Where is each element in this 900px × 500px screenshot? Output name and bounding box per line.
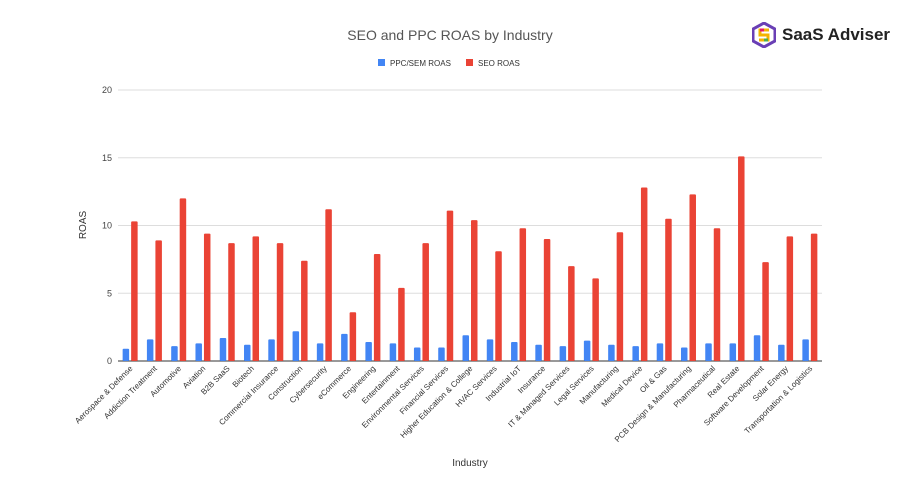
- bar-seo: [689, 194, 696, 361]
- bar-ppc: [753, 335, 761, 361]
- bar-ppc: [244, 344, 251, 361]
- bar-seo: [398, 287, 405, 361]
- bar-seo: [131, 221, 138, 361]
- y-tick-label: 10: [102, 221, 112, 231]
- bar-seo: [665, 218, 672, 361]
- logo-text: SaaS Adviser: [782, 25, 891, 44]
- bar-seo: [713, 228, 721, 361]
- bar-ppc: [316, 343, 324, 361]
- bar-ppc: [389, 343, 397, 361]
- bar-ppc: [219, 337, 227, 361]
- y-tick-label: 5: [107, 288, 112, 298]
- bar-seo: [543, 239, 551, 361]
- bar-seo: [203, 233, 211, 361]
- bar-ppc: [292, 331, 300, 361]
- bar-ppc: [608, 344, 615, 361]
- y-tick-label: 20: [102, 85, 112, 95]
- bar-seo: [373, 253, 381, 361]
- bar-ppc: [778, 344, 785, 361]
- bar-ppc: [438, 347, 445, 361]
- bar-seo: [592, 278, 599, 361]
- bar-seo: [228, 243, 235, 361]
- bar-ppc: [632, 346, 639, 361]
- bar-ppc: [122, 348, 130, 361]
- bar-ppc: [195, 343, 202, 361]
- bar-ppc: [802, 339, 809, 361]
- legend-label: SEO ROAS: [478, 59, 520, 68]
- bar-seo: [301, 260, 308, 361]
- bar-seo: [616, 232, 624, 361]
- bar-seo: [422, 243, 429, 361]
- bar-seo: [786, 236, 794, 361]
- y-tick-label: 0: [107, 356, 112, 366]
- bar-seo: [155, 240, 162, 361]
- bar-ppc: [559, 346, 567, 361]
- bar-ppc: [680, 347, 688, 361]
- bar-ppc: [341, 333, 348, 361]
- bar-seo: [471, 220, 478, 361]
- legend-label: PPC/SEM ROAS: [390, 59, 451, 68]
- bar-seo: [568, 266, 575, 361]
- bar-seo: [810, 233, 818, 361]
- logo-hexagon-icon: [752, 22, 776, 48]
- bar-seo: [762, 262, 769, 361]
- bar-ppc: [535, 344, 542, 361]
- bar-seo: [738, 156, 745, 361]
- y-axis-label: ROAS: [78, 211, 89, 240]
- bar-seo: [519, 228, 527, 361]
- bar-ppc: [413, 347, 421, 361]
- bar-ppc: [511, 342, 518, 361]
- y-tick-label: 15: [102, 153, 112, 163]
- bar-seo: [276, 243, 284, 361]
- bar-seo: [252, 236, 260, 361]
- bar-seo: [640, 187, 648, 361]
- legend-swatch: [378, 59, 385, 66]
- bar-ppc: [365, 342, 372, 361]
- bar-seo: [446, 210, 454, 361]
- legend: PPC/SEM ROAS SEO ROAS: [378, 59, 520, 68]
- bar-seo: [495, 251, 502, 361]
- legend-swatch: [466, 59, 473, 66]
- bar-ppc: [146, 339, 154, 361]
- bar-ppc: [268, 339, 275, 361]
- bar-ppc: [462, 335, 469, 361]
- bar-ppc: [486, 339, 494, 361]
- saas-adviser-logo: SaaS Adviser: [752, 22, 890, 48]
- bar-seo: [349, 312, 357, 361]
- bar-ppc: [171, 346, 178, 361]
- bar-seo: [325, 209, 332, 361]
- bar-ppc: [656, 343, 664, 361]
- chart-title: SEO and PPC ROAS by Industry: [347, 27, 552, 43]
- bar-ppc: [705, 343, 712, 361]
- x-axis-label: Industry: [452, 458, 488, 469]
- bar-seo: [179, 198, 187, 361]
- bar-ppc: [583, 340, 591, 361]
- bar-ppc: [729, 343, 737, 361]
